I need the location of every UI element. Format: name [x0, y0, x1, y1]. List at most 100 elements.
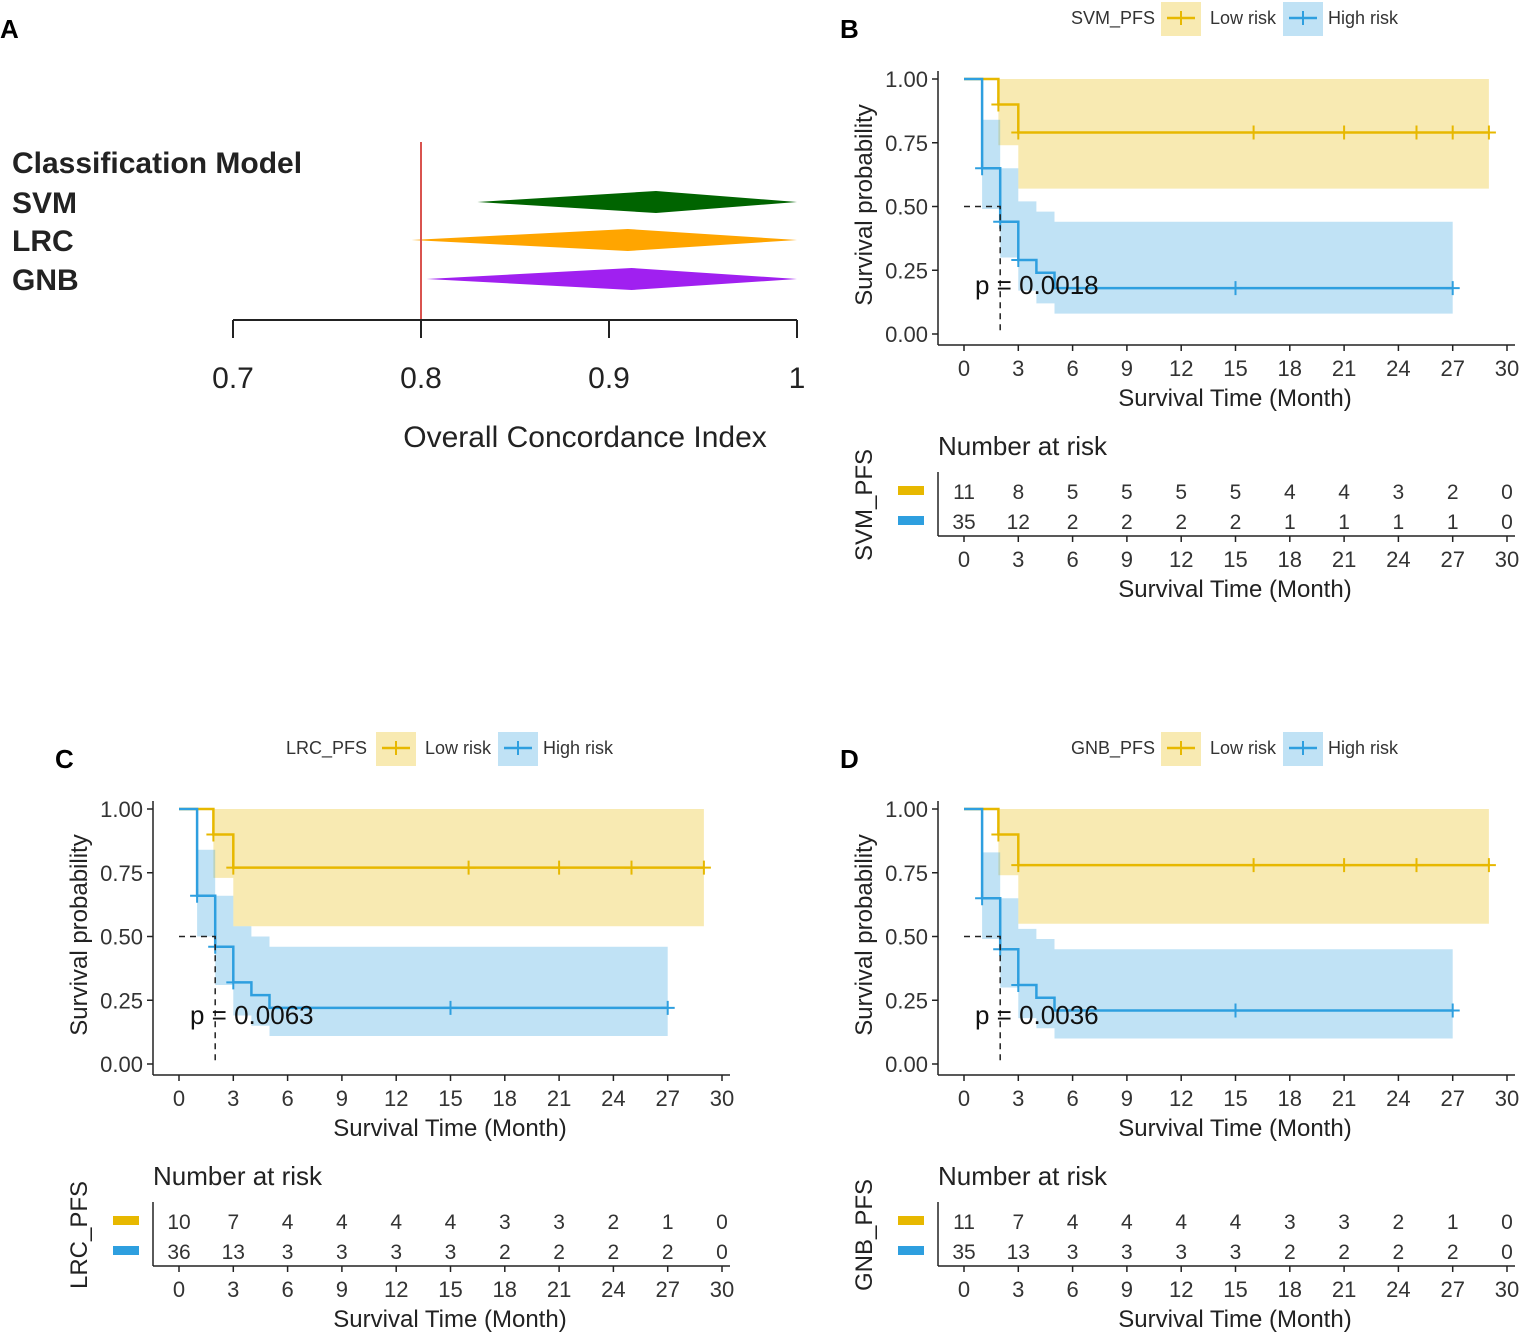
risk-count-high: 0 [1501, 1241, 1513, 1264]
risk-count-high: 2 [608, 1241, 620, 1264]
risk-count-low: 8 [1012, 481, 1024, 504]
curve-low-risk [964, 807, 1489, 867]
risk-x-axis-title: Survival Time (Month) [333, 1306, 566, 1333]
risk-table-strata-label: LRC_PFS [66, 1181, 93, 1289]
risk-x-tick-label: 12 [1169, 547, 1193, 572]
y-axis-title: Survival probability [66, 834, 93, 1035]
risk-x-tick-label: 15 [1223, 1277, 1247, 1302]
risk-key-high [113, 1246, 139, 1255]
risk-x-tick-label: 30 [1495, 547, 1519, 572]
x-tick-label: 21 [1332, 356, 1356, 381]
risk-count-high: 2 [553, 1241, 565, 1264]
panel-d-survival: D GNB_PFS Low risk High risk p = 0.0036 0.00 0… [840, 732, 1519, 1333]
x-tick-label: 12 [1169, 1086, 1193, 1111]
ci-band-high-risk [982, 119, 1453, 314]
risk-table-strata-label: SVM_PFS [851, 449, 878, 561]
panel-letter-c: C [55, 744, 74, 774]
censor-mark-high [443, 1000, 458, 1015]
x-tick-label: 0 [958, 1086, 970, 1111]
ci-band-high-risk [197, 849, 668, 1036]
legend-high-label: High risk [1328, 8, 1399, 28]
x-tick-label: 12 [384, 1086, 408, 1111]
risk-x-tick-label: 30 [1495, 1277, 1519, 1302]
curve-high-risk [179, 807, 668, 1010]
censor-mark-low [1445, 125, 1460, 140]
forest-tick-label: 0.7 [212, 362, 254, 395]
y-tick-label: 0.00 [885, 322, 928, 347]
x-tick-label: 12 [1169, 356, 1193, 381]
censor-mark-low [1011, 858, 1026, 873]
censor-mark-low [1481, 125, 1496, 140]
censor-mark-low [461, 860, 476, 875]
risk-count-high: 0 [716, 1241, 728, 1264]
risk-x-tick-label: 0 [958, 1277, 970, 1302]
risk-count-high: 2 [662, 1241, 674, 1264]
censor-mark-high [1228, 1003, 1243, 1018]
risk-table-title: Number at risk [938, 1161, 1108, 1191]
risk-count-high: 3 [282, 1241, 294, 1264]
risk-count-high: 13 [222, 1241, 245, 1264]
risk-table-title: Number at risk [153, 1161, 323, 1191]
risk-x-tick-label: 12 [384, 1277, 408, 1302]
x-tick-label: 30 [710, 1086, 734, 1111]
legend-strata-title: GNB_PFS [1071, 738, 1155, 759]
y-axis-title: Survival probability [851, 104, 878, 305]
y-tick-label: 0.25 [100, 988, 143, 1013]
risk-x-tick-label: 30 [710, 1277, 734, 1302]
panel-letter-d: D [840, 744, 859, 774]
risk-count-high: 35 [952, 1241, 975, 1264]
y-tick-label: 0.00 [885, 1052, 928, 1077]
censor-mark-high [190, 888, 205, 903]
risk-key-low [898, 1216, 924, 1225]
y-tick-label: 0.75 [100, 861, 143, 886]
risk-x-tick-label: 3 [1012, 1277, 1024, 1302]
risk-count-low: 4 [282, 1211, 294, 1234]
model-label-svm: SVM [12, 187, 77, 220]
censor-mark-high [660, 1000, 675, 1015]
risk-count-low: 4 [1230, 1211, 1242, 1234]
risk-count-low: 4 [1284, 481, 1296, 504]
risk-count-low: 4 [1175, 1211, 1187, 1234]
legend: LRC_PFS Low risk High risk [286, 732, 614, 766]
risk-count-low: 4 [445, 1211, 457, 1234]
risk-x-tick-label: 0 [958, 547, 970, 572]
x-tick-label: 27 [1440, 356, 1464, 381]
censor-mark-high [975, 161, 990, 176]
censor-mark-low [1337, 125, 1352, 140]
x-tick-label: 24 [1386, 1086, 1410, 1111]
risk-x-tick-label: 9 [1121, 1277, 1133, 1302]
risk-count-low: 3 [499, 1211, 511, 1234]
legend: SVM_PFS Low risk High risk [1071, 2, 1399, 36]
forest-header: Classification Model [12, 147, 302, 180]
legend-high-label: High risk [543, 738, 614, 758]
x-tick-label: 18 [493, 1086, 517, 1111]
risk-count-low: 0 [1501, 481, 1513, 504]
risk-count-low: 1 [662, 1211, 674, 1234]
risk-count-high: 2 [1175, 511, 1187, 534]
x-tick-label: 18 [1278, 1086, 1302, 1111]
y-tick-label: 0.50 [100, 925, 143, 950]
risk-count-high: 2 [499, 1241, 511, 1264]
risk-x-tick-label: 24 [601, 1277, 625, 1302]
censor-mark-low [696, 860, 711, 875]
risk-count-low: 4 [390, 1211, 402, 1234]
legend: GNB_PFS Low risk High risk [1071, 732, 1399, 766]
y-tick-label: 0.75 [885, 861, 928, 886]
risk-count-low: 5 [1121, 481, 1133, 504]
x-tick-label: 15 [438, 1086, 462, 1111]
risk-count-low: 0 [1501, 1211, 1513, 1234]
model-label-gnb: GNB [12, 264, 79, 297]
risk-count-low: 4 [336, 1211, 348, 1234]
risk-x-tick-label: 27 [1440, 1277, 1464, 1302]
risk-count-low: 1 [1447, 1211, 1459, 1234]
x-tick-label: 15 [1223, 1086, 1247, 1111]
y-tick-label: 0.00 [100, 1052, 143, 1077]
risk-count-high: 13 [1007, 1241, 1030, 1264]
risk-count-low: 11 [953, 1211, 975, 1234]
censor-mark-low [1409, 858, 1424, 873]
risk-count-high: 3 [445, 1241, 457, 1264]
forest-tick-label: 0.9 [588, 362, 630, 395]
panel-c-survival: C LRC_PFS Low risk High risk p = 0.0063 0.00 0… [55, 732, 734, 1333]
legend-strata-title: LRC_PFS [286, 738, 367, 759]
risk-count-low: 7 [1012, 1211, 1024, 1234]
